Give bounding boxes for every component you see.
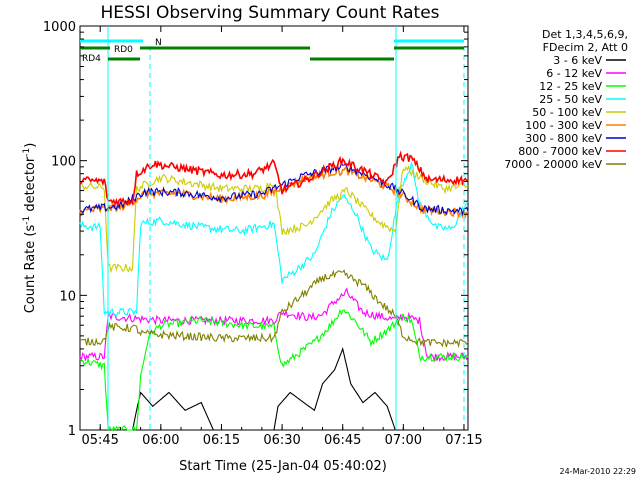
- legend-label-5: 50 - 100 keV: [532, 106, 602, 119]
- rd4-label: RD4: [82, 54, 101, 64]
- y-axis-label-part-2: detector: [23, 156, 38, 216]
- series-line-4: [79, 160, 469, 317]
- rd0-label: RD0: [114, 45, 133, 55]
- legend-header-line-2: FDecim 2, Att 0: [543, 41, 628, 54]
- legend-label-3: 12 - 25 keV: [539, 80, 602, 93]
- y-axis-label-sup-1: -1: [22, 216, 32, 225]
- legend-label-2: 6 - 12 keV: [546, 67, 602, 80]
- x-tick-label-2: 06:00: [142, 433, 179, 448]
- x-tick-label-4: 06:30: [263, 433, 300, 448]
- tick-layer: 05:45 06:00 06:15 06:30 06:45 07:00 07:15 1 10 10…: [43, 20, 483, 448]
- y-tick-label-2: 10: [59, 289, 76, 304]
- series-layer: [79, 150, 469, 432]
- plot-area: RD0 RD4 N 05:45 06:00 06:15 06:30 06:45 07:00 07…: [43, 20, 483, 448]
- series-line-3: [79, 308, 469, 432]
- y-tick-label-3: 100: [51, 155, 76, 170]
- legend-label-6: 100 - 300 keV: [525, 119, 602, 132]
- footer-timestamp: 24-Mar-2010 22:29: [560, 467, 637, 476]
- n-label: N: [155, 38, 162, 48]
- y-axis-label-part-3: ): [23, 143, 38, 148]
- x-tick-label-6: 07:00: [385, 433, 422, 448]
- series-line-7: [79, 162, 469, 217]
- y-tick-label-4: 1000: [43, 20, 76, 35]
- x-tick-label-7: 07:15: [445, 433, 482, 448]
- legend: Det 1,3,4,5,6,9, FDecim 2, Att 0 3 - 6 k…: [504, 28, 628, 171]
- series-line-5: [79, 164, 469, 274]
- series-line-8: [79, 150, 469, 209]
- series-line-9: [80, 269, 469, 349]
- legend-label-9: 7000 - 20000 keV: [504, 158, 602, 171]
- y-axis-label-sup-2: -1: [22, 148, 32, 157]
- marker-layer: RD0 RD4 N: [80, 26, 465, 430]
- x-axis-label: Start Time (25-Jan-04 05:40:02): [179, 459, 387, 474]
- legend-label-7: 300 - 800 keV: [525, 132, 602, 145]
- x-tick-label-1: 05:45: [81, 433, 118, 448]
- plot-frame: [79, 25, 469, 431]
- x-tick-label-3: 06:15: [203, 433, 240, 448]
- legend-label-4: 25 - 50 keV: [539, 93, 602, 106]
- legend-label-8: 800 - 7000 keV: [518, 145, 602, 158]
- y-axis-label-part-1: Count Rate (s: [23, 225, 38, 314]
- legend-header-line-1: Det 1,3,4,5,6,9,: [542, 28, 628, 41]
- y-axis-label: Count Rate (s-1 detector-1): [22, 143, 38, 314]
- series-line-1: [80, 347, 396, 431]
- x-tick-label-5: 06:45: [324, 433, 361, 448]
- chart-title: HESSI Observing Summary Count Rates: [100, 3, 439, 23]
- legend-label-1: 3 - 6 keV: [553, 54, 602, 67]
- y-tick-label-1: 1: [68, 424, 76, 439]
